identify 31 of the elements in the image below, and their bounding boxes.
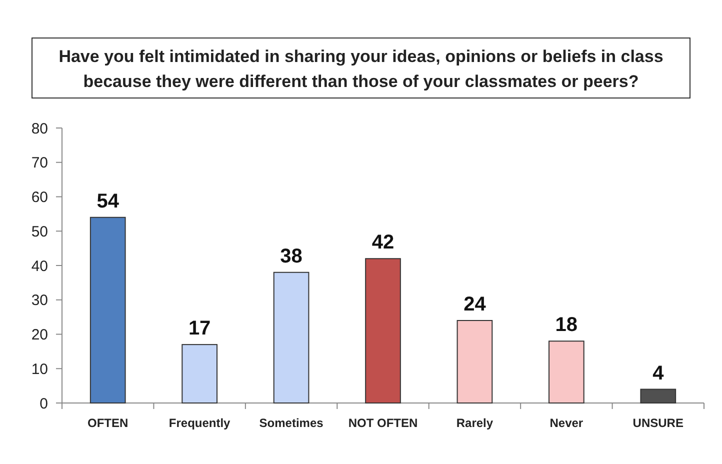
bar xyxy=(90,216,126,404)
data-label: 17 xyxy=(188,318,211,340)
bar xyxy=(456,320,493,404)
data-label: 42 xyxy=(372,232,394,254)
y-tick-label: 20 xyxy=(31,326,48,344)
y-tick-label: 80 xyxy=(31,120,48,138)
y-tick-label: 40 xyxy=(31,258,48,275)
chart-title: Have you felt intimidated in sharing your ideas, opinions or beliefs in class because they were different than those of your classmates or peers? xyxy=(58,47,664,91)
bar xyxy=(182,344,218,404)
x-tick-label: Frequently xyxy=(168,416,231,430)
x-tick-label: Never xyxy=(550,416,584,430)
x-tick-label: Sometimes xyxy=(259,416,324,430)
y-tick-label: 50 xyxy=(31,223,48,240)
y-tick-label: 70 xyxy=(31,154,48,172)
bar xyxy=(365,258,401,404)
x-tick-label: UNSURE xyxy=(632,416,684,430)
bar xyxy=(640,388,676,404)
y-tick-label: 60 xyxy=(31,189,48,206)
data-label: 18 xyxy=(555,314,578,336)
data-label: 54 xyxy=(96,190,120,212)
data-label: 24 xyxy=(464,294,487,316)
y-tick-label: 10 xyxy=(31,360,48,378)
x-tick-label: OFTEN xyxy=(88,416,128,430)
y-tick-label: 0 xyxy=(40,395,48,412)
bar xyxy=(548,340,584,404)
data-label: 4 xyxy=(652,362,665,384)
x-tick-label: Rarely xyxy=(456,416,494,430)
data-label: 38 xyxy=(280,245,302,268)
y-tick-label: 30 xyxy=(31,292,48,310)
x-tick-label: NOT OFTEN xyxy=(348,416,418,430)
bar xyxy=(273,272,310,404)
